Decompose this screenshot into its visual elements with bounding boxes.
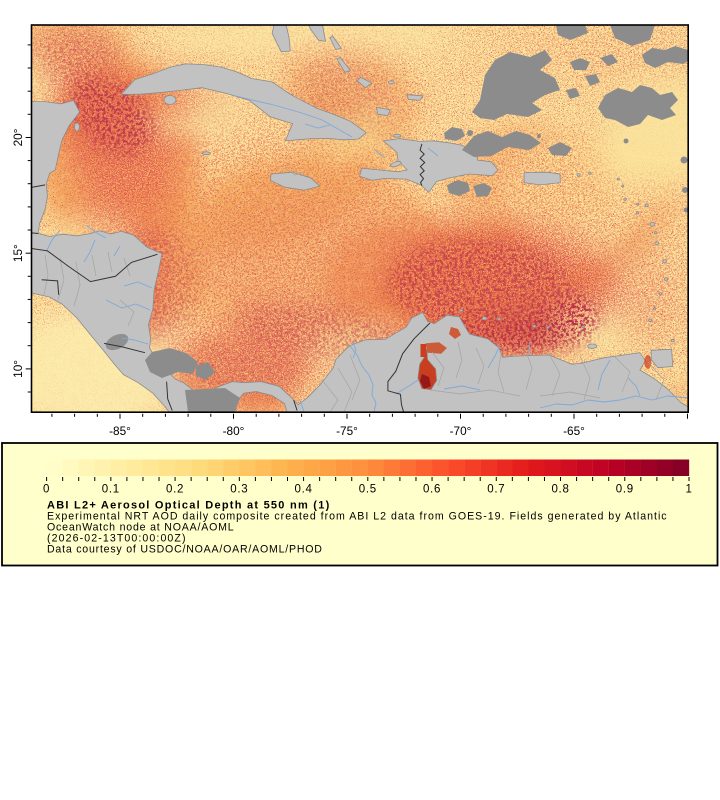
svg-text:0.1: 0.1 — [102, 484, 120, 496]
svg-text:-75°: -75° — [336, 424, 358, 438]
svg-text:15°: 15° — [11, 244, 25, 262]
svg-text:0.4: 0.4 — [295, 484, 313, 496]
svg-text:Experimental NRT AOD daily com: Experimental NRT AOD daily composite cre… — [47, 511, 668, 523]
svg-text:0.5: 0.5 — [359, 484, 377, 496]
svg-text:(2026-02-13T00:00:00Z): (2026-02-13T00:00:00Z) — [47, 533, 187, 545]
svg-text:-70°: -70° — [450, 424, 472, 438]
svg-text:OceanWatch node at NOAA/AOML: OceanWatch node at NOAA/AOML — [47, 522, 234, 534]
svg-text:-85°: -85° — [109, 424, 131, 438]
svg-text:ABI L2+ Aerosol Optical Depth: ABI L2+ Aerosol Optical Depth at 550 nm … — [47, 500, 330, 512]
svg-text:1: 1 — [685, 484, 692, 496]
svg-text:Data courtesy of USDOC/NOAA/OA: Data courtesy of USDOC/NOAA/OAR/AOML/PHO… — [47, 544, 323, 556]
svg-text:0.8: 0.8 — [551, 484, 569, 496]
svg-text:10°: 10° — [11, 360, 25, 378]
svg-text:0.7: 0.7 — [487, 484, 505, 496]
svg-text:0.9: 0.9 — [616, 484, 634, 496]
svg-text:-80°: -80° — [223, 424, 245, 438]
svg-text:0.6: 0.6 — [423, 484, 441, 496]
svg-text:-65°: -65° — [563, 424, 585, 438]
svg-text:0: 0 — [43, 484, 50, 496]
svg-text:20°: 20° — [11, 128, 25, 146]
svg-text:0.3: 0.3 — [230, 484, 248, 496]
svg-text:0.2: 0.2 — [166, 484, 184, 496]
